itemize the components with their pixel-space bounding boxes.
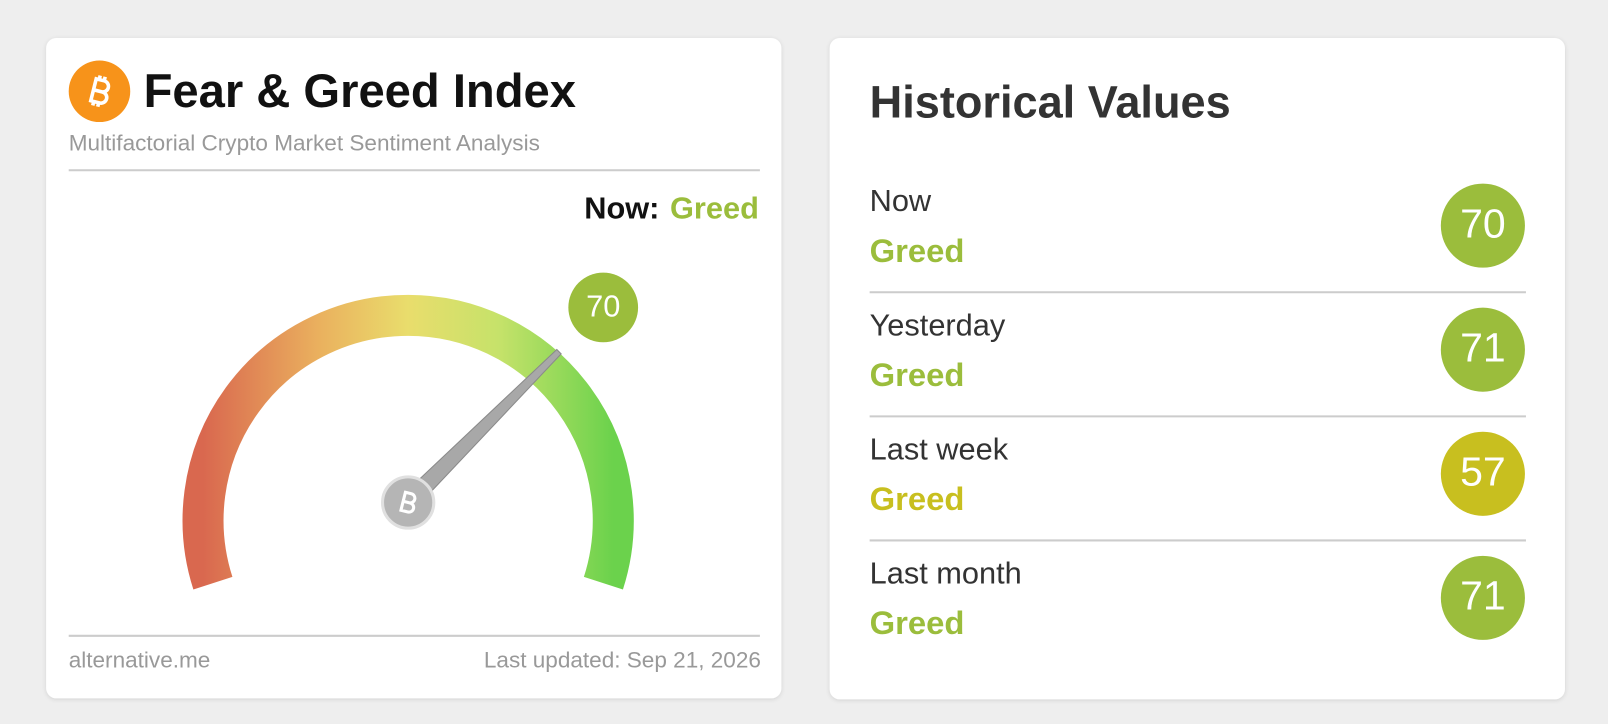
value-bubble bbox=[568, 272, 639, 343]
classification: Greed bbox=[870, 232, 965, 269]
classification: Greed bbox=[870, 356, 965, 393]
value-text: 70 bbox=[1460, 200, 1506, 246]
history-title: Historical Values bbox=[870, 77, 1231, 128]
classification: Greed bbox=[870, 604, 965, 641]
history-card bbox=[829, 37, 1565, 700]
gauge-arc bbox=[182, 294, 634, 590]
bitcoin-logo bbox=[68, 60, 131, 123]
value-circle bbox=[1440, 555, 1525, 640]
value-text: 71 bbox=[1460, 573, 1506, 619]
value-circle bbox=[1440, 183, 1525, 268]
classification: Greed bbox=[870, 480, 965, 517]
value-circle bbox=[1440, 431, 1525, 516]
now-classification: Greed bbox=[670, 190, 759, 225]
period-label: Last month bbox=[870, 555, 1022, 590]
source: alternative.me bbox=[69, 647, 211, 672]
subtitle: Multifactorial Crypto Market Sentiment A… bbox=[69, 131, 540, 156]
hub-logo bbox=[399, 490, 417, 514]
value-text: 57 bbox=[1460, 449, 1506, 495]
last-updated: Last updated: Sep 21, 2026 bbox=[484, 647, 761, 672]
period-label: Now bbox=[870, 183, 932, 218]
value-bubble-text: 70 bbox=[586, 289, 620, 324]
title: Fear & Greed Index bbox=[144, 64, 576, 117]
period-label: Yesterday bbox=[870, 307, 1006, 342]
period-label: Last week bbox=[870, 431, 1009, 466]
value-text: 71 bbox=[1460, 325, 1506, 371]
value-circle bbox=[1440, 307, 1525, 392]
now-label: Now: bbox=[584, 190, 659, 225]
